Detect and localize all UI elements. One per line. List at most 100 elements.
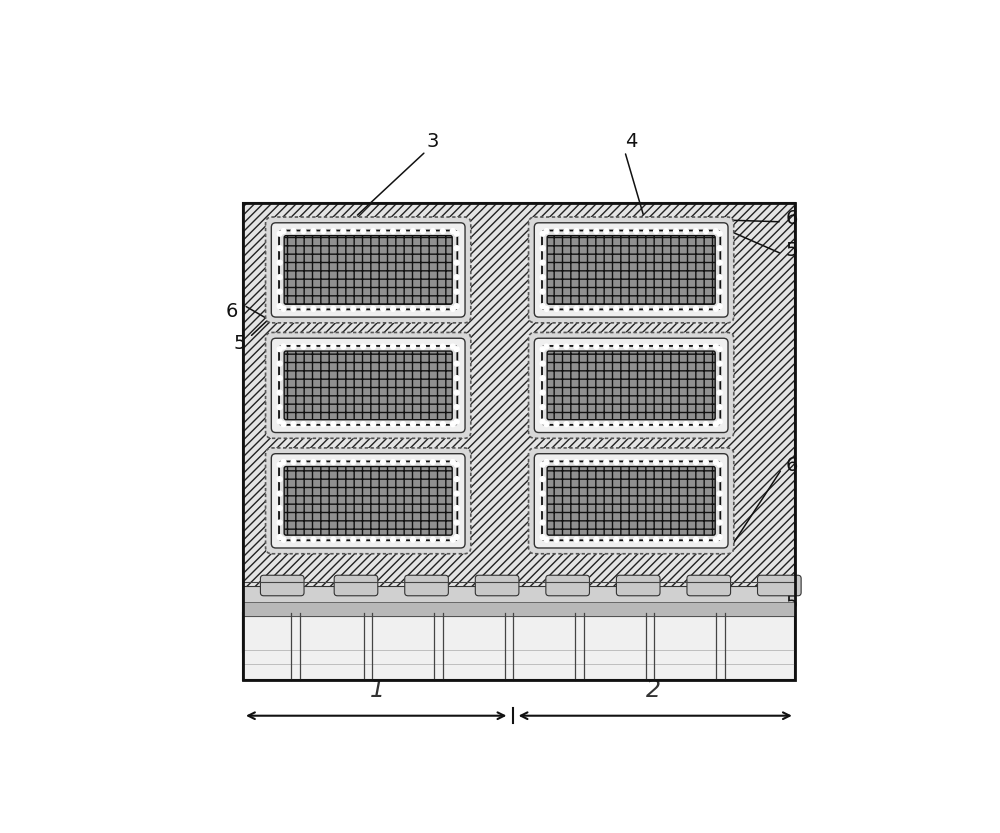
FancyBboxPatch shape	[279, 461, 457, 541]
Circle shape	[544, 537, 549, 542]
Circle shape	[584, 307, 589, 312]
FancyBboxPatch shape	[542, 231, 720, 309]
Circle shape	[281, 460, 286, 465]
Circle shape	[401, 229, 405, 233]
Circle shape	[301, 460, 306, 465]
Circle shape	[717, 246, 722, 251]
Circle shape	[454, 520, 459, 525]
Circle shape	[540, 506, 545, 511]
Circle shape	[564, 421, 569, 426]
Circle shape	[540, 232, 545, 236]
Circle shape	[684, 307, 688, 312]
Circle shape	[713, 421, 718, 426]
Circle shape	[454, 405, 459, 410]
Circle shape	[391, 460, 396, 465]
Circle shape	[341, 307, 346, 312]
Circle shape	[684, 537, 688, 542]
Circle shape	[351, 460, 356, 465]
Circle shape	[664, 421, 668, 426]
Circle shape	[301, 537, 306, 542]
FancyBboxPatch shape	[266, 332, 471, 438]
FancyBboxPatch shape	[534, 454, 728, 548]
Circle shape	[381, 344, 386, 349]
Circle shape	[281, 344, 286, 349]
Circle shape	[277, 419, 282, 424]
Circle shape	[291, 344, 296, 349]
Circle shape	[440, 537, 445, 542]
Circle shape	[381, 421, 386, 426]
FancyBboxPatch shape	[266, 448, 471, 554]
Text: 4: 4	[625, 132, 637, 151]
FancyBboxPatch shape	[758, 576, 801, 596]
Circle shape	[454, 246, 459, 251]
Circle shape	[277, 275, 282, 280]
Circle shape	[454, 419, 459, 424]
Circle shape	[454, 260, 459, 265]
FancyBboxPatch shape	[547, 466, 715, 535]
Circle shape	[277, 405, 282, 410]
FancyBboxPatch shape	[529, 217, 734, 323]
Circle shape	[614, 421, 619, 426]
Circle shape	[321, 460, 326, 465]
Circle shape	[717, 376, 722, 381]
Circle shape	[693, 460, 698, 465]
Circle shape	[277, 506, 282, 511]
Circle shape	[301, 344, 306, 349]
Text: 6: 6	[226, 302, 238, 322]
Circle shape	[341, 460, 346, 465]
Circle shape	[454, 289, 459, 294]
FancyBboxPatch shape	[284, 236, 452, 304]
Circle shape	[540, 520, 545, 525]
Circle shape	[341, 229, 346, 233]
Circle shape	[277, 376, 282, 381]
Circle shape	[371, 307, 376, 312]
Circle shape	[450, 307, 455, 312]
Circle shape	[341, 421, 346, 426]
FancyBboxPatch shape	[616, 576, 660, 596]
Circle shape	[693, 421, 698, 426]
Circle shape	[654, 229, 659, 233]
Circle shape	[664, 537, 668, 542]
Circle shape	[331, 460, 336, 465]
FancyBboxPatch shape	[547, 351, 715, 420]
FancyBboxPatch shape	[271, 454, 465, 548]
Circle shape	[703, 307, 708, 312]
Circle shape	[584, 421, 589, 426]
Circle shape	[664, 307, 668, 312]
Circle shape	[454, 232, 459, 236]
Circle shape	[281, 537, 286, 542]
FancyBboxPatch shape	[271, 222, 465, 317]
Circle shape	[540, 462, 545, 467]
Circle shape	[540, 419, 545, 424]
FancyBboxPatch shape	[284, 351, 452, 420]
Circle shape	[604, 460, 609, 465]
Bar	[243, 613, 795, 681]
Circle shape	[544, 460, 549, 465]
Circle shape	[391, 229, 396, 233]
Circle shape	[421, 344, 425, 349]
Circle shape	[277, 260, 282, 265]
Circle shape	[381, 307, 386, 312]
Circle shape	[717, 275, 722, 280]
Circle shape	[594, 421, 599, 426]
Circle shape	[454, 275, 459, 280]
Circle shape	[361, 344, 366, 349]
Circle shape	[684, 344, 688, 349]
FancyBboxPatch shape	[534, 222, 728, 317]
Circle shape	[634, 421, 639, 426]
Circle shape	[371, 344, 376, 349]
Circle shape	[554, 344, 559, 349]
Circle shape	[450, 537, 455, 542]
Circle shape	[450, 421, 455, 426]
Circle shape	[540, 491, 545, 496]
Circle shape	[411, 460, 415, 465]
Circle shape	[351, 307, 356, 312]
FancyBboxPatch shape	[260, 576, 304, 596]
Text: 3: 3	[426, 132, 439, 151]
Circle shape	[584, 229, 589, 233]
Circle shape	[277, 390, 282, 395]
Circle shape	[331, 229, 336, 233]
Circle shape	[604, 344, 609, 349]
Circle shape	[674, 344, 678, 349]
Circle shape	[381, 537, 386, 542]
